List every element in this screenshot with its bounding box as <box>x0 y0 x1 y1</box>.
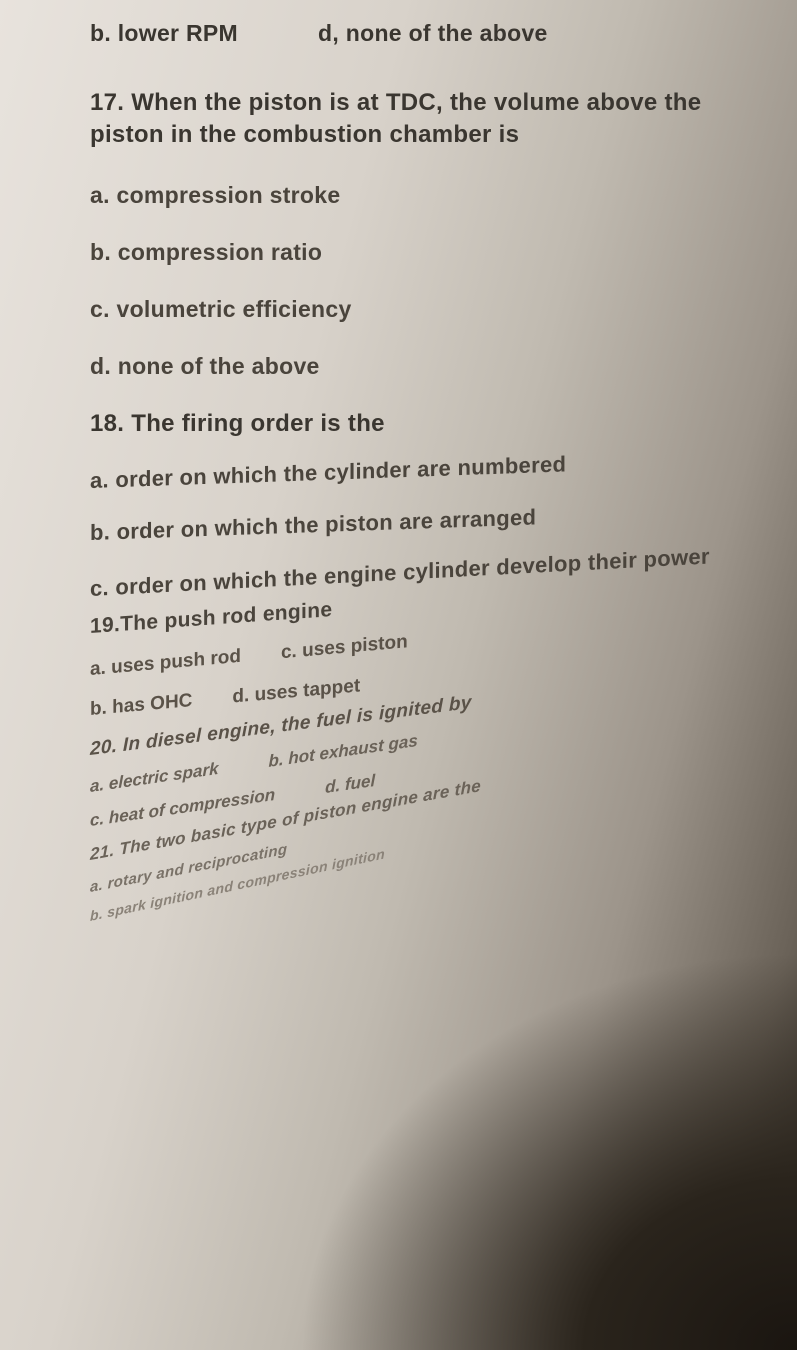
q18-option-a: a. order on which the cylinder are numbe… <box>90 444 757 493</box>
q18-text: 18. The firing order is the <box>90 410 757 438</box>
q17-option-b: b. compression ratio <box>90 239 757 266</box>
q20-option-a: a. electric spark <box>90 759 219 797</box>
q16-option-d: d, none of the above <box>318 20 548 47</box>
q20-option-d: d. fuel <box>325 771 375 798</box>
q20-option-b: b. hot exhaust gas <box>269 731 418 772</box>
q19-option-d: d. uses tappet <box>232 675 360 708</box>
quiz-page: b. lower RPM d, none of the above 17. Wh… <box>0 0 797 1350</box>
q17-option-a: a. compression stroke <box>90 182 757 209</box>
q17-option-c: c. volumetric efficiency <box>90 296 757 323</box>
q18-option-b: b. order on which the piston are arrange… <box>90 496 757 545</box>
q19-option-c: c. uses piston <box>281 631 408 664</box>
q17-option-d: d. none of the above <box>90 353 757 380</box>
q17-text: 17. When the piston is at TDC, the volum… <box>90 87 757 152</box>
q19-option-b: b. has OHC <box>90 690 192 721</box>
q16-options-row: b. lower RPM d, none of the above <box>90 20 757 47</box>
shadow-overlay <box>297 950 797 1350</box>
q16-option-b: b. lower RPM <box>90 20 238 47</box>
q19-option-a: a. uses push rod <box>90 646 241 681</box>
